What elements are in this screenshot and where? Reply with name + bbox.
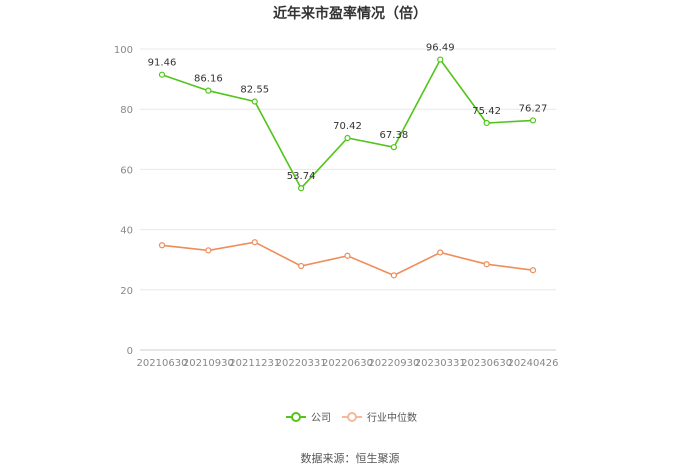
x-tick-label-0: 20210630 — [137, 358, 188, 369]
series-0-point-2[interactable] — [251, 98, 258, 105]
series-1-point-1[interactable] — [205, 247, 212, 254]
y-tick-label-0: 0 — [127, 346, 133, 357]
y-tick-label-4: 80 — [120, 105, 133, 116]
legend-marker-industry[interactable] — [347, 412, 357, 422]
series-layer: 91.46 86.16 82.55 53.74 70.42 67.38 96.49 75.42… — [148, 43, 548, 279]
series-0-point-4[interactable] — [344, 134, 351, 142]
series-0-point-8[interactable] — [529, 117, 537, 124]
y-tick-label-5: 100 — [114, 45, 133, 56]
series-0-point-7[interactable] — [483, 119, 490, 127]
y-axis: 0 20 40 60 80 100 — [114, 45, 133, 357]
series-1-point-6[interactable] — [437, 249, 444, 256]
series-0-data-label-0: 91.46 — [148, 58, 177, 69]
series-1-point-0[interactable] — [158, 242, 166, 249]
series-0-data-label-4: 70.42 — [333, 121, 362, 132]
series-1-point-4[interactable] — [344, 252, 351, 259]
series-0-point-6[interactable] — [437, 56, 444, 63]
series-0-data-label-8: 76.27 — [519, 103, 548, 114]
series-0-point-3[interactable] — [298, 185, 305, 192]
series-1-point-8[interactable] — [529, 267, 537, 274]
x-tick-label-2: 20211231 — [229, 358, 280, 369]
x-tick-label-5: 20220930 — [368, 358, 419, 369]
series-0-data-label-3: 53.74 — [287, 171, 316, 182]
data-source: 数据来源：恒生聚源 — [301, 451, 400, 465]
series-1-point-7[interactable] — [483, 261, 490, 268]
series-0-point-0[interactable] — [158, 71, 166, 78]
legend-label-industry[interactable]: 行业中位数 — [367, 411, 417, 424]
x-tick-label-4: 20220630 — [322, 358, 373, 369]
series-1-point-2[interactable] — [251, 239, 258, 246]
chart-title: 近年来市盈率情况（倍） — [273, 5, 427, 22]
series-0-data-label-6: 96.49 — [426, 43, 455, 54]
x-tick-label-7: 20230630 — [461, 358, 512, 369]
x-tick-label-8: 20240426 — [508, 358, 559, 369]
x-tick-label-3: 20220331 — [276, 358, 327, 369]
y-tick-label-1: 20 — [120, 286, 133, 297]
series-0-data-label-5: 67.38 — [380, 130, 409, 141]
series-1-point-5[interactable] — [390, 272, 397, 279]
y-tick-label-3: 60 — [120, 165, 133, 176]
legend-marker-company[interactable] — [291, 412, 301, 422]
series-1-point-3[interactable] — [298, 262, 305, 270]
series-0-point-5[interactable] — [390, 144, 397, 151]
legend: 公司 行业中位数 — [286, 411, 417, 424]
x-tick-label-6: 20230331 — [415, 358, 466, 369]
y-tick-label-2: 40 — [120, 226, 133, 237]
x-tick-label-1: 20210930 — [183, 358, 234, 369]
legend-label-company[interactable]: 公司 — [311, 413, 331, 424]
x-axis: 2021063020210930202112312022033120220630… — [137, 349, 559, 369]
series-0-point-1[interactable] — [205, 87, 212, 94]
series-0-data-label-2: 82.55 — [240, 85, 269, 96]
series-0-data-label-7: 75.42 — [472, 106, 501, 117]
series-0-data-label-1: 86.16 — [194, 74, 223, 85]
grid-lines — [140, 48, 556, 291]
